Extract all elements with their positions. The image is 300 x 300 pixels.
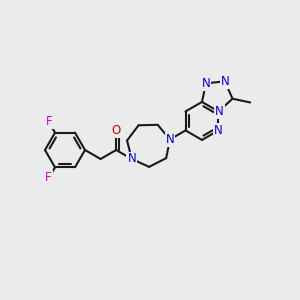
Text: F: F (45, 171, 52, 184)
Text: N: N (202, 77, 210, 90)
Text: F: F (46, 115, 53, 128)
Text: N: N (214, 124, 223, 137)
Text: N: N (128, 152, 136, 166)
Text: N: N (220, 75, 229, 88)
Text: N: N (215, 105, 224, 118)
Text: N: N (166, 133, 174, 146)
Text: N: N (128, 152, 136, 166)
Text: O: O (112, 124, 121, 137)
